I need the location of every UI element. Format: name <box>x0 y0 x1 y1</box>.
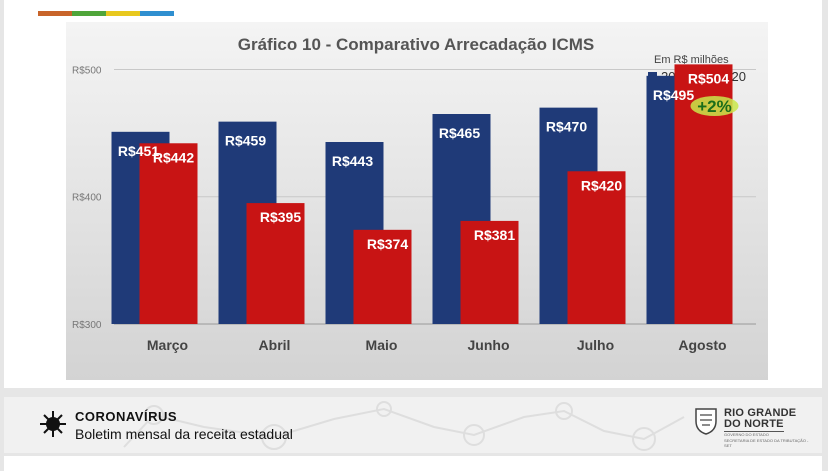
footer-subtitle: Boletim mensal da receita estadual <box>75 426 293 442</box>
bar-2020 <box>139 143 198 324</box>
color-bar-segment <box>38 11 72 16</box>
data-label-2019: R$465 <box>439 125 480 141</box>
data-label-2020: R$442 <box>153 149 194 165</box>
x-tick-label: Junho <box>468 337 510 353</box>
data-label-2019: R$443 <box>332 153 373 169</box>
logo-line-4: SECRETARIA DE ESTADO DA TRIBUTAÇÃO - SET <box>724 438 809 448</box>
virus-pattern-decoration <box>123 401 685 451</box>
bar-2020 <box>460 220 519 324</box>
y-tick-label: R$300 <box>72 320 102 331</box>
bar-2020 <box>353 229 412 324</box>
bars <box>111 64 733 325</box>
data-label-2019: R$451 <box>118 143 159 159</box>
rn-government-logo: RIO GRANDE DO NORTE GOVERNO DO ESTADO SE… <box>690 403 816 448</box>
bar-2020 <box>246 203 305 324</box>
y-tick-label: R$500 <box>72 65 102 76</box>
data-label-2020: R$504 <box>688 70 729 86</box>
data-label-2019: R$470 <box>546 119 587 135</box>
icms-bar-chart: Gráfico 10 - Comparativo Arrecadação ICM… <box>72 35 756 353</box>
y-tick-label: R$400 <box>72 193 102 204</box>
data-label-2020: R$374 <box>367 236 408 252</box>
annotation: +2% <box>690 96 739 116</box>
footer-banner: CORONAVÍRUS Boletim mensal da receita es… <box>4 397 822 453</box>
data-label-2019: R$495 <box>653 87 694 103</box>
state-crest-icon <box>695 408 717 435</box>
x-tick-label: Abril <box>259 337 291 353</box>
x-tick-label: Julho <box>577 337 614 353</box>
x-axis-ticks: Março Abril Maio Junho Julho Agosto <box>147 337 727 353</box>
x-tick-label: Março <box>147 337 188 353</box>
annotation-text: +2% <box>697 97 732 116</box>
logo-line-2: DO NORTE <box>724 418 784 432</box>
slide: Gráfico 10 - Comparativo Arrecadação ICM… <box>4 0 822 388</box>
unit-note: Em R$ milhões <box>654 54 729 66</box>
color-bar-segment <box>140 11 174 16</box>
x-tick-label: Agosto <box>678 337 726 353</box>
y-axis-ticks: R$300 R$400 R$500 <box>72 65 102 331</box>
coronavirus-icon <box>40 411 66 437</box>
data-label-2020: R$420 <box>581 177 622 193</box>
data-label-2020: R$381 <box>474 227 515 243</box>
footer-title: CORONAVÍRUS <box>75 409 178 424</box>
x-tick-label: Maio <box>366 337 398 353</box>
color-bar-segment <box>106 11 140 16</box>
logo-line-3: GOVERNO DO ESTADO <box>724 432 769 437</box>
bar-2020 <box>567 171 626 324</box>
bottom-strip <box>4 456 822 471</box>
chart-title: Gráfico 10 - Comparativo Arrecadação ICM… <box>238 35 595 54</box>
data-label-2019: R$459 <box>225 133 266 149</box>
logo-line-1: RIO GRANDE <box>724 407 797 419</box>
color-bar-segment <box>72 11 106 16</box>
annotation-highlight <box>690 96 739 116</box>
chart-panel: Gráfico 10 - Comparativo Arrecadação ICM… <box>66 22 768 380</box>
data-label-2020: R$395 <box>260 209 301 225</box>
header-color-bar <box>38 11 174 16</box>
